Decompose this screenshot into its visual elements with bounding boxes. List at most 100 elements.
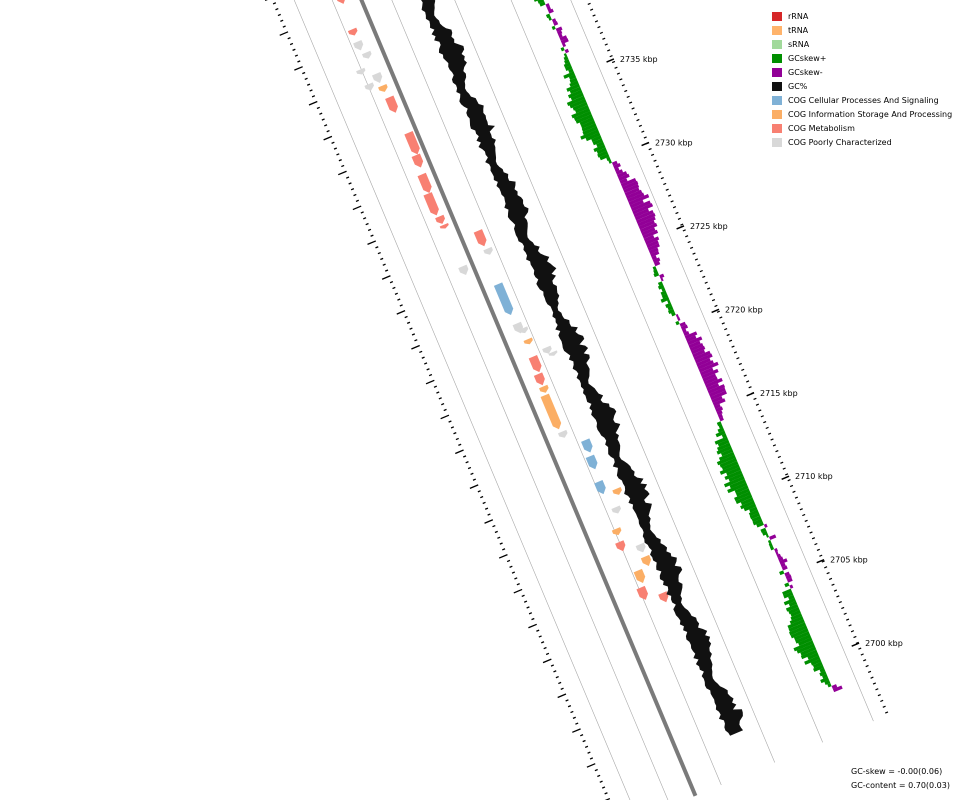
gc-skew-positive-bar (729, 479, 747, 489)
gene-arrow (353, 39, 364, 51)
scale-minor-tick (592, 14, 596, 17)
gc-skew-negative-bar (642, 229, 659, 239)
gc-skew-positive-bar (566, 83, 581, 92)
gc-skew-negative-bar (711, 395, 723, 404)
scale-tick-label: 2730 kbp (655, 138, 693, 147)
inner-minor-tick (516, 583, 520, 586)
inner-minor-tick (582, 739, 586, 743)
legend-label: COG Information Storage And Processing (788, 109, 953, 119)
scale-minor-tick (607, 49, 611, 52)
scale-minor-tick (660, 177, 664, 180)
legend-item: COG Cellular Processes And Signaling (772, 93, 952, 107)
gc-skew-positive-bar (569, 86, 582, 95)
inner-minor-tick (287, 37, 291, 40)
scale-minor-tick (743, 374, 747, 377)
scale-minor-tick (682, 229, 686, 232)
gc-skew-positive-bar (793, 631, 810, 641)
gc-skew-positive-bar (716, 421, 722, 426)
gc-skew-positive-bar (582, 126, 598, 136)
gc-skew-positive-bar (570, 92, 584, 101)
gc-skew-positive-bar (568, 74, 577, 81)
gc-skew-positive-bar (563, 62, 572, 68)
gene-arrow (458, 264, 469, 276)
scale-minor-tick (614, 66, 618, 69)
inner-minor-tick (277, 13, 281, 17)
gene-arrow (404, 131, 420, 155)
legend-swatch (772, 95, 782, 105)
inner-minor-tick (553, 670, 557, 673)
scale-minor-tick (838, 601, 842, 604)
gc-skew-positive-bar (779, 570, 785, 576)
inner-minor-tick (565, 699, 569, 702)
gc-skew-negative-bar (546, 6, 552, 11)
scale-minor-tick (804, 519, 808, 522)
gc-skew-negative-bar (548, 8, 554, 14)
inner-minor-tick (599, 780, 603, 783)
gc-skew-negative-bar (624, 187, 640, 197)
gc-skew-positive-bar (800, 649, 818, 660)
inner-minor-tick (487, 513, 491, 516)
gc-skew-negative-bar (551, 18, 557, 23)
inner-minor-tick (353, 193, 357, 197)
inner-major-tick (557, 693, 567, 699)
gc-skew-negative-bar (625, 189, 643, 200)
inner-minor-tick (438, 397, 442, 400)
scale-minor-tick (675, 211, 679, 215)
gc-skew-positive-bar (790, 609, 801, 617)
inner-minor-tick (580, 734, 584, 737)
gc-skew-positive-bar (767, 539, 772, 545)
gc-skew-positive-bar (566, 95, 586, 106)
inner-major-tick (513, 588, 523, 594)
gene-arrow (585, 454, 598, 470)
scale-major-tick (746, 392, 755, 397)
gc-skew-positive-bar (734, 491, 752, 501)
inner-major-tick (498, 553, 508, 559)
scale-minor-tick (624, 89, 628, 93)
inner-minor-tick (294, 54, 299, 57)
gc-skew-negative-bar (684, 331, 698, 340)
legend-item: tRNA (772, 23, 952, 37)
gc-skew-negative-bar (639, 222, 658, 233)
scale-minor-tick (819, 554, 823, 557)
scale-minor-tick (714, 304, 718, 308)
gc-skew-negative-bar (622, 180, 639, 191)
gc-skew-negative-bar (696, 357, 711, 367)
inner-minor-tick (333, 147, 338, 150)
gc-skew-negative-bar (712, 398, 726, 407)
scale-minor-tick (821, 560, 825, 563)
legend-label: COG Cellular Processes And Signaling (788, 95, 939, 105)
scale-minor-tick (594, 20, 599, 23)
inner-minor-tick (365, 222, 369, 226)
gc-skew-positive-bar (819, 670, 827, 677)
scale-minor-tick (865, 664, 869, 668)
inner-minor-tick (499, 542, 503, 545)
inner-minor-tick (367, 228, 372, 232)
gc-skew-positive-bar (790, 628, 809, 639)
inner-minor-tick (326, 129, 330, 133)
scale-minor-tick (726, 333, 730, 337)
inner-minor-tick (572, 716, 576, 719)
gene-arrow (540, 393, 562, 430)
scale-minor-tick (643, 136, 647, 139)
gc-skew-negative-bar (705, 377, 723, 388)
gc-skew-positive-bar (567, 89, 583, 99)
inner-minor-tick (336, 153, 340, 156)
gc-skew-negative-bar (688, 340, 701, 349)
scale-major-tick (816, 558, 825, 564)
inner-minor-tick (558, 681, 562, 685)
scale-minor-tick (663, 182, 667, 186)
gc-skew-negative-bar (702, 373, 717, 382)
scale-minor-tick (870, 676, 874, 679)
inner-minor-tick (375, 246, 379, 249)
legend-item: rRNA (772, 9, 952, 23)
legend-item: GC% (772, 79, 952, 93)
gc-skew-negative-bar (615, 169, 624, 175)
gc-skew-positive-bar (581, 123, 597, 132)
inner-major-tick (323, 135, 333, 141)
gc-skew-positive-bar (819, 667, 826, 673)
legend-item: GCskew- (772, 65, 952, 79)
gc-skew-negative-bar (697, 360, 714, 370)
gc-skew-negative-bar (558, 33, 563, 38)
scale-minor-tick (599, 31, 603, 35)
